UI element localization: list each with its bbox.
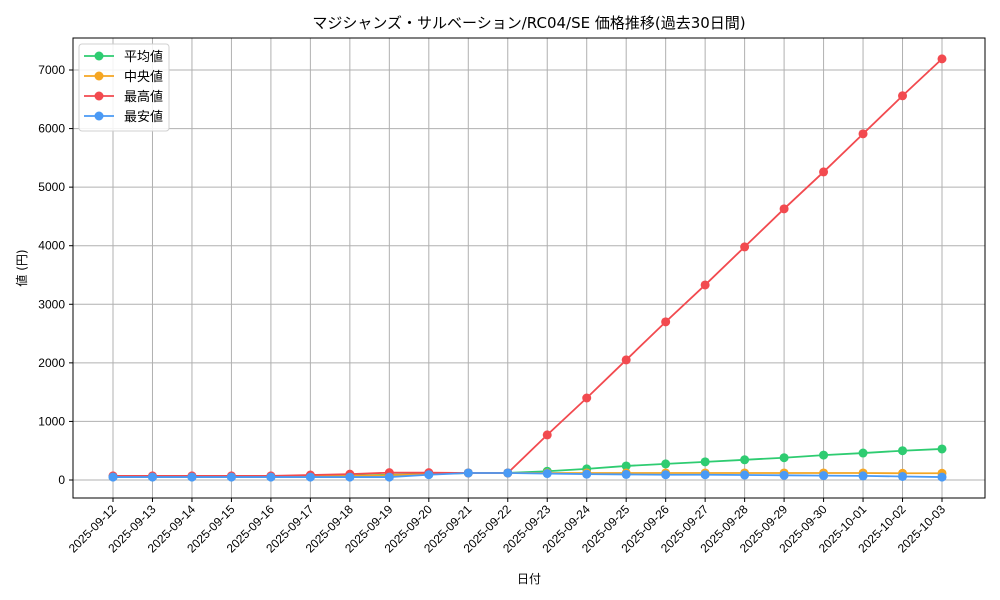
data-point: [937, 54, 947, 64]
legend-label: 平均値: [124, 49, 163, 65]
data-point: [898, 91, 908, 101]
chart-title: マジシャンズ・サルベーション/RC04/SE 価格推移(過去30日間): [312, 14, 745, 32]
legend-label: 中央値: [124, 69, 163, 85]
data-point: [779, 453, 789, 463]
legend-box: [78, 43, 170, 132]
legend-item: 最安値: [84, 109, 163, 125]
plot-frame: [72, 37, 986, 499]
data-point: [542, 430, 552, 440]
y-tick-label: 1000: [38, 414, 65, 428]
data-point: [621, 469, 631, 479]
data-point: [937, 444, 947, 454]
data-point: [819, 450, 829, 460]
y-tick-label: 7000: [38, 63, 65, 77]
data-point: [858, 448, 868, 458]
data-point: [582, 393, 592, 403]
data-point: [108, 472, 118, 482]
data-point: [700, 470, 710, 480]
data-point: [345, 472, 355, 482]
data-series: [108, 54, 947, 482]
series-line: [108, 468, 947, 482]
data-point: [661, 459, 671, 469]
data-point: [463, 468, 473, 478]
data-point: [266, 472, 276, 482]
data-point: [582, 469, 592, 479]
data-point: [305, 472, 315, 482]
legend-item: 平均値: [84, 49, 163, 65]
data-point: [819, 471, 829, 481]
y-axis-label: 値 (円): [14, 249, 29, 286]
data-point: [147, 472, 157, 482]
y-tick-label: 6000: [38, 122, 65, 136]
data-point: [503, 468, 513, 478]
data-point: [740, 455, 750, 465]
data-point: [898, 446, 908, 456]
data-point: [542, 469, 552, 479]
y-tick-label: 5000: [38, 180, 65, 194]
legend-label: 最安値: [124, 109, 163, 125]
data-point: [661, 317, 671, 327]
data-point: [700, 457, 710, 467]
data-point: [740, 470, 750, 480]
data-point: [779, 470, 789, 480]
data-point: [226, 472, 236, 482]
data-point: [779, 204, 789, 214]
data-point: [740, 242, 750, 252]
data-point: [621, 461, 631, 471]
y-tick-label: 4000: [38, 239, 65, 253]
data-point: [858, 129, 868, 139]
y-tick-label: 0: [58, 473, 65, 487]
x-axis-label: 日付: [517, 572, 541, 586]
data-point: [187, 472, 197, 482]
y-axis-ticks: 0 1000 2000 3000 4000 5000 6000 7000: [38, 63, 73, 487]
y-tick-label: 2000: [38, 356, 65, 370]
data-point: [937, 472, 947, 482]
y-tick-label: 3000: [38, 297, 65, 311]
data-point: [384, 472, 394, 482]
legend-item: 中央値: [84, 69, 163, 85]
data-point: [424, 470, 434, 480]
legend-label: 最高値: [124, 89, 163, 105]
data-point: [858, 471, 868, 481]
data-point: [700, 280, 710, 290]
data-point: [898, 471, 908, 481]
data-point: [819, 167, 829, 177]
legend-item: 最高値: [84, 89, 163, 105]
data-point: [621, 355, 631, 365]
data-point: [661, 470, 671, 480]
